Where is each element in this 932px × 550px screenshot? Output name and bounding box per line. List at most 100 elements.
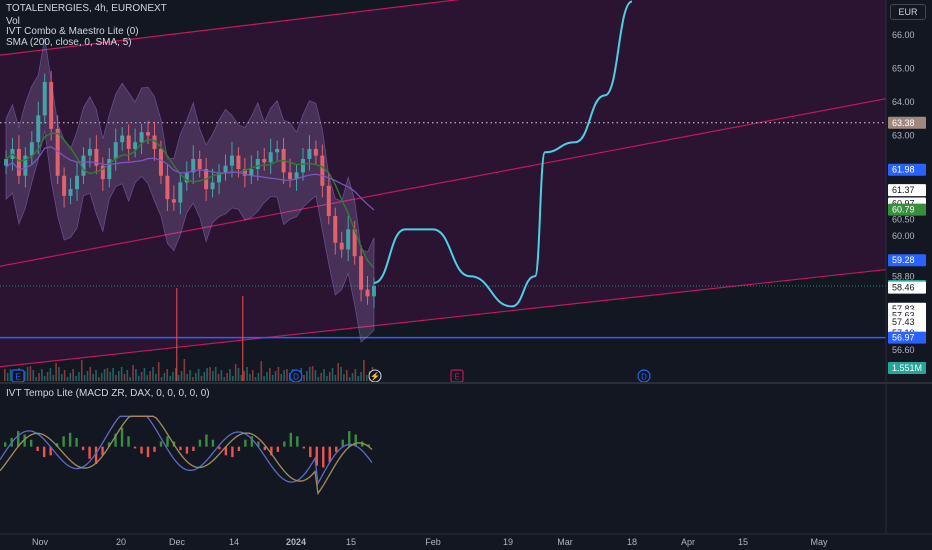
volume-bar <box>103 369 106 381</box>
sma-legend[interactable]: SMA (200, close, 0, SMA, 5) <box>6 37 132 48</box>
volume-bar <box>106 368 109 381</box>
candle-body <box>16 148 21 176</box>
candle-body <box>359 256 364 290</box>
volume-spike <box>242 296 244 381</box>
macd-pane[interactable]: 0.40000.2000-0.2000-0.4000-0.6000-0.8000… <box>0 384 932 534</box>
macd-histogram-bar <box>296 436 299 447</box>
volume-bar <box>283 370 285 381</box>
candle-body <box>55 128 60 176</box>
volume-bar <box>9 369 12 381</box>
volume-bar <box>132 365 134 381</box>
volume-bar <box>286 369 288 381</box>
candle-body <box>23 155 28 176</box>
volume-bar <box>192 377 194 381</box>
macd-histogram-bar <box>16 431 20 447</box>
volume-bar <box>35 377 37 381</box>
candle-body <box>62 175 67 196</box>
macd-histogram-bar <box>341 439 344 447</box>
volume-label-box <box>888 362 926 374</box>
candle-body <box>100 165 105 180</box>
volume-bar <box>32 370 35 381</box>
price-label-box <box>888 163 926 176</box>
candle-body <box>146 132 151 136</box>
macd-histogram-bar <box>257 441 260 447</box>
price-tick-label: 66.00 <box>892 30 915 40</box>
time-tick-label: 19 <box>503 537 513 547</box>
macd-histogram-bar <box>237 446 241 451</box>
volume-bar <box>348 377 351 381</box>
volume-bar <box>303 375 305 381</box>
price-label-box <box>888 184 926 197</box>
volume-bar <box>234 364 237 381</box>
volume-bar <box>317 377 320 381</box>
candle-body <box>126 135 131 149</box>
candle-body <box>288 172 293 180</box>
candle-body <box>158 148 163 176</box>
sma200-line <box>5 146 375 211</box>
macd-histogram-bar <box>75 438 78 447</box>
macd-histogram-bar <box>55 443 59 447</box>
candle-body <box>268 152 273 163</box>
macd-legend[interactable]: IVT Tempo Lite (MACD ZR, DAX, 0, 0, 0, 0… <box>6 388 210 399</box>
volume-bar <box>172 372 174 381</box>
price-tick-label: 65.00 <box>892 64 915 74</box>
price-tick-label: 60.50 <box>892 214 915 224</box>
price-label: 58.46 <box>892 283 915 293</box>
macd-histogram-bar <box>250 436 254 447</box>
channel-fill <box>0 0 886 367</box>
volume-bar <box>58 367 60 381</box>
ivt-combo-legend[interactable]: IVT Combo & Maestro Lite (0) <box>6 26 139 37</box>
volume-bar <box>217 374 220 381</box>
volume-legend[interactable]: Vol <box>6 16 20 27</box>
volume-bar <box>49 368 52 381</box>
price-label: 59.28 <box>892 255 915 265</box>
volume-bar <box>260 361 263 381</box>
volume-bar <box>334 375 337 381</box>
macd-histogram-bar <box>244 439 247 447</box>
candle-body <box>262 158 267 163</box>
time-axis[interactable]: Nov 20 Dec 14 2024 15 Feb 19 Mar 18 Apr 15 May <box>32 537 828 547</box>
price-label-box <box>888 331 926 344</box>
volume-bar <box>4 369 6 381</box>
forecast-curve <box>373 0 633 308</box>
macd-histogram-bar <box>328 446 331 463</box>
candle-body <box>113 142 118 159</box>
event-marker-label: D <box>293 373 299 382</box>
volume-bar <box>212 371 214 381</box>
volume-bar <box>346 370 348 381</box>
volume-bar <box>140 372 143 381</box>
volume-bar <box>52 375 55 381</box>
candle-body <box>352 229 357 257</box>
volume-bar <box>72 369 74 381</box>
currency-button[interactable]: EUR <box>890 4 926 20</box>
candle-body <box>275 148 280 153</box>
volume-bar <box>206 368 208 381</box>
time-tick-label: Mar <box>557 537 573 547</box>
volume-bar <box>337 363 340 381</box>
price-label: 60.97 <box>892 199 915 209</box>
volume-bar <box>331 368 334 381</box>
channel-mid-line <box>0 98 887 267</box>
macd-histogram-bar <box>107 442 111 447</box>
volume-bar <box>203 372 206 381</box>
macd-histogram-bar <box>146 446 150 458</box>
volume-bar <box>126 370 129 381</box>
volume-bar <box>209 367 211 381</box>
volume-bar <box>63 370 66 381</box>
price-axis[interactable]: 66.00 65.00 64.00 63.00 60.50 60.00 58.80 56.60… <box>886 0 932 534</box>
macd-histogram-bar <box>276 446 280 452</box>
volume-bar <box>251 370 254 381</box>
candle-body <box>107 158 112 180</box>
candle-body <box>75 175 80 190</box>
volume-bar <box>214 367 217 381</box>
volume-bar <box>311 366 314 381</box>
candle-body <box>139 132 144 143</box>
macd-histogram-bar <box>153 446 156 452</box>
volume-bar <box>6 373 9 381</box>
volume-bar <box>340 367 342 381</box>
symbol-legend[interactable]: TOTALENERGIES, 4h, EURONEXT <box>6 3 167 14</box>
volume-bar <box>157 362 160 381</box>
volume-bar <box>155 374 157 381</box>
price-label: 57.43 <box>892 317 915 327</box>
